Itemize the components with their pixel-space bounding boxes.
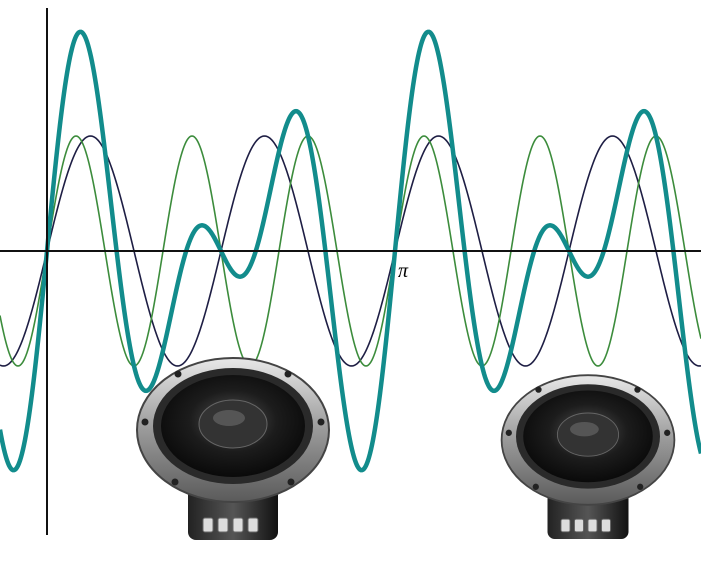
speaker — [137, 358, 329, 540]
pi-label: π — [398, 260, 409, 282]
speaker — [502, 375, 675, 539]
illustration: π — [0, 0, 701, 572]
